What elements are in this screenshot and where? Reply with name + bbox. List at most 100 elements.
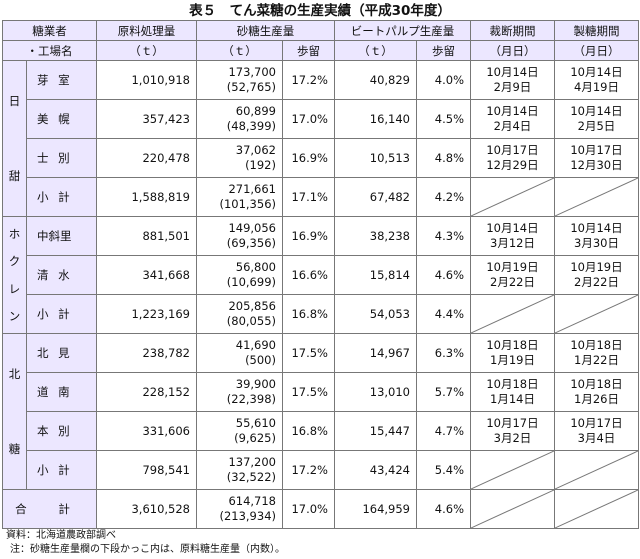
group-label-hokuren: ホ ク レ ン (2, 216, 27, 334)
header-pulp-yield: 歩留 (416, 40, 471, 61)
pulp-yield-cell: 4.0% (416, 60, 471, 100)
refine-end: 3月30日 (574, 236, 619, 250)
pulp-yield-cell: 4.5% (416, 99, 471, 139)
raw-sugar-value: (48,399) (226, 119, 276, 133)
table-row: 本 別 331,606 55,610 (9,625) 16.8% 15,447 4… (3, 411, 639, 451)
refine-period-cell: 10月17日 12月30日 (554, 138, 639, 178)
table-row: 美 幌 357,423 60,899 (48,399) 17.0% 16,140 … (3, 99, 639, 139)
group-char: 甜 (8, 169, 21, 183)
production-table: 糖業者 原料処理量 砂糖生産量 ビートパルプ生産量 裁断期間 製糖期間 ・工場名… (2, 20, 639, 529)
slice-period-cell: 10月18日 1月14日 (470, 372, 555, 412)
pulp-yield-cell: 4.6% (416, 489, 471, 529)
yield-cell: 17.5% (282, 333, 335, 373)
sugar-cell: 37,062 (192) (196, 138, 283, 178)
group-char: ホ (8, 226, 21, 241)
slice-period-cell: 10月17日 12月29日 (470, 138, 555, 178)
yield-cell: 17.5% (282, 372, 335, 412)
pulp-cell: 10,513 (334, 138, 417, 178)
sugar-value: 149,056 (228, 221, 276, 235)
yield-cell: 16.8% (282, 411, 335, 451)
slice-period-cell: 10月14日 3月12日 (470, 216, 555, 256)
refine-start: 10月17日 (570, 143, 623, 157)
slice-end: 12月29日 (486, 158, 539, 172)
raw-sugar-value: (52,765) (226, 80, 276, 94)
header-raw: 原料処理量 (96, 20, 197, 41)
refine-end: 12月30日 (570, 158, 623, 172)
pulp-yield-cell: 5.4% (416, 450, 471, 490)
slice-end: 3月12日 (490, 236, 535, 250)
factory-name: 士 別 (26, 138, 97, 178)
group-char: 糖 (8, 442, 21, 456)
sugar-value: 173,700 (228, 65, 276, 79)
refine-period-cell: 10月14日 4月19日 (554, 60, 639, 100)
group-char: 日 (8, 94, 21, 108)
sugar-value: 41,690 (235, 338, 276, 352)
total-row: 合 計 3,610,528 614,718 (213,934) 17.0% 164… (2, 489, 639, 529)
pulp-yield-cell: 4.3% (416, 216, 471, 256)
refine-period-cell: 10月19日 2月22日 (554, 255, 639, 295)
refine-start: 10月14日 (570, 221, 623, 235)
header-factory: ・工場名 (2, 40, 97, 61)
raw-cell: 798,541 (96, 450, 197, 490)
yield-cell: 17.0% (282, 99, 335, 139)
header-company: 糖業者 (2, 20, 97, 41)
refine-end: 2月22日 (574, 275, 619, 289)
raw-cell: 1,223,169 (96, 294, 197, 334)
pulp-cell: 15,447 (334, 411, 417, 451)
subtotal-row: 小 計 798,541 137,200 (32,522) 17.2% 43,424… (3, 450, 639, 490)
subtotal-label: 小 計 (26, 294, 97, 334)
slice-period-cell: 10月18日 1月19日 (470, 333, 555, 373)
header-raw-unit: （ｔ） (96, 40, 197, 61)
pulp-cell: 16,140 (334, 99, 417, 139)
pulp-yield-cell: 4.8% (416, 138, 471, 178)
header-pulp-unit: （ｔ） (334, 40, 417, 61)
refine-period-cell: 10月18日 1月22日 (554, 333, 639, 373)
pulp-cell: 15,814 (334, 255, 417, 295)
raw-cell: 228,152 (96, 372, 197, 412)
yield-cell: 17.2% (282, 450, 335, 490)
empty-slash-cell (554, 489, 639, 529)
refine-end: 4月19日 (574, 80, 619, 94)
slice-period-cell: 10月19日 2月22日 (470, 255, 555, 295)
header-sugar: 砂糖生産量 (196, 20, 335, 41)
sugar-value: 56,800 (235, 260, 276, 274)
pulp-cell: 13,010 (334, 372, 417, 412)
slice-start: 10月14日 (486, 65, 539, 79)
raw-cell: 881,501 (96, 216, 197, 256)
group-label-nitten: 日 甜 (2, 60, 27, 217)
source-note: 資料：北海道農政部調べ (6, 530, 116, 541)
footnote: 注：砂糖生産量欄の下段かっこ内は、原料糖生産量（内数）。 (10, 544, 285, 555)
raw-sugar-value: (213,934) (219, 509, 276, 523)
refine-period-cell: 10月17日 3月4日 (554, 411, 639, 451)
refine-period-cell: 10月14日 3月30日 (554, 216, 639, 256)
sugar-value: 205,856 (228, 299, 276, 313)
pulp-yield-cell: 4.4% (416, 294, 471, 334)
sugar-value: 37,062 (235, 143, 276, 157)
refine-end: 2月5日 (577, 119, 616, 133)
yield-cell: 17.2% (282, 60, 335, 100)
sugar-cell: 41,690 (500) (196, 333, 283, 373)
raw-cell: 1,010,918 (96, 60, 197, 100)
refine-start: 10月19日 (570, 260, 623, 274)
raw-sugar-value: (101,356) (219, 197, 276, 211)
header-refine: 製糖期間 (554, 20, 639, 41)
subtotal-row: 小 計 1,588,819 271,661 (101,356) 17.1% 67,… (3, 177, 639, 217)
pulp-cell: 54,053 (334, 294, 417, 334)
pulp-cell: 67,482 (334, 177, 417, 217)
refine-start: 10月17日 (570, 416, 623, 430)
header-slice: 裁断期間 (470, 20, 555, 41)
raw-sugar-value: (22,398) (226, 392, 276, 406)
sugar-cell: 55,610 (9,625) (196, 411, 283, 451)
sugar-cell: 173,700 (52,765) (196, 60, 283, 100)
group-char: ク (8, 254, 21, 269)
slice-period-cell: 10月14日 2月9日 (470, 60, 555, 100)
raw-cell: 357,423 (96, 99, 197, 139)
empty-slash-cell (554, 177, 639, 217)
pulp-yield-cell: 6.3% (416, 333, 471, 373)
slice-end: 3月2日 (493, 431, 532, 445)
factory-name: 中斜里 (26, 216, 97, 256)
pulp-yield-cell: 5.7% (416, 372, 471, 412)
factory-name: 道 南 (26, 372, 97, 412)
refine-start: 10月18日 (570, 338, 623, 352)
raw-cell: 238,782 (96, 333, 197, 373)
